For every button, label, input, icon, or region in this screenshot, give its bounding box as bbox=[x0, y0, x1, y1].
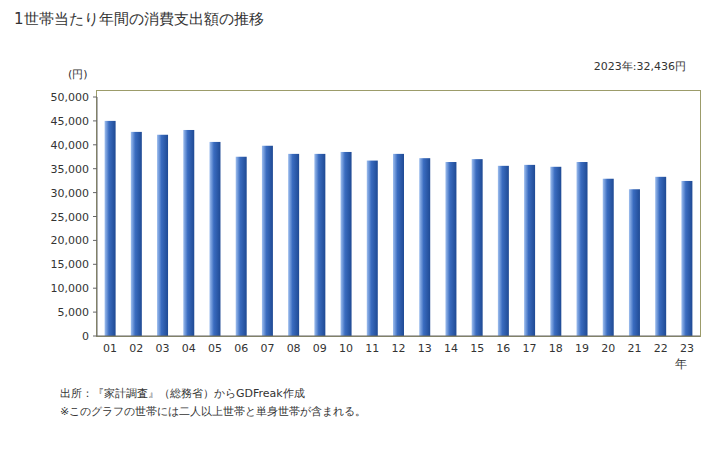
y-tick-label: 10,000 bbox=[51, 282, 90, 295]
bar bbox=[524, 165, 535, 336]
y-tick-label: 0 bbox=[82, 330, 89, 343]
bar bbox=[314, 154, 325, 336]
x-tick-label: 15 bbox=[470, 342, 484, 355]
chart: 1世帯当たり年間の消費支出額の推移 2023年:32,436円 (円) 年出所：『家計… bbox=[0, 0, 728, 450]
source: 出所：『家計調査』（総務省）からGDFreak作成 bbox=[60, 387, 305, 400]
bar bbox=[445, 162, 456, 336]
x-tick-label: 04 bbox=[182, 342, 196, 355]
x-tick-label: 21 bbox=[627, 342, 641, 355]
x-tick-label: 10 bbox=[339, 342, 353, 355]
y-tick-label: 45,000 bbox=[51, 115, 90, 128]
bar bbox=[183, 130, 194, 336]
x-tick-label: 08 bbox=[287, 342, 301, 355]
x-tick-label: 16 bbox=[496, 342, 510, 355]
bar bbox=[498, 166, 509, 336]
x-tick-label: 18 bbox=[549, 342, 563, 355]
x-tick-label: 20 bbox=[601, 342, 615, 355]
bar bbox=[262, 146, 273, 336]
bar bbox=[393, 154, 404, 336]
y-tick bbox=[93, 336, 97, 337]
y-axis-label: (円) bbox=[68, 68, 88, 81]
bars bbox=[105, 121, 693, 336]
x-tick-label: 05 bbox=[208, 342, 222, 355]
bar bbox=[629, 189, 640, 336]
x-tick-label: 13 bbox=[418, 342, 432, 355]
bar bbox=[341, 152, 352, 336]
x-tick-label: 01 bbox=[103, 342, 117, 355]
bar bbox=[236, 157, 247, 336]
bar bbox=[603, 179, 614, 336]
y-tick-label: 40,000 bbox=[51, 139, 90, 152]
bar bbox=[157, 135, 168, 336]
y-tick-label: 20,000 bbox=[51, 234, 90, 247]
y-tick bbox=[93, 120, 97, 121]
x-axis-label: 年 bbox=[675, 357, 687, 371]
bar bbox=[131, 132, 142, 336]
plot-frame bbox=[97, 91, 701, 337]
bar bbox=[209, 142, 220, 336]
y-tick bbox=[93, 264, 97, 265]
annotation: 2023年:32,436円 bbox=[594, 60, 686, 73]
x-tick-label: 14 bbox=[444, 342, 458, 355]
y-tick bbox=[93, 144, 97, 145]
x-tick-label: 03 bbox=[156, 342, 170, 355]
bar bbox=[550, 167, 561, 336]
x-tick-label: 17 bbox=[523, 342, 537, 355]
x-tick-label: 19 bbox=[575, 342, 589, 355]
x-tick-label: 09 bbox=[313, 342, 327, 355]
bar bbox=[655, 177, 666, 336]
title: 1世帯当たり年間の消費支出額の推移 bbox=[14, 10, 264, 28]
x-tick-label: 11 bbox=[365, 342, 379, 355]
y-tick bbox=[93, 216, 97, 217]
x-tick-label: 02 bbox=[129, 342, 143, 355]
note: ※このグラフの世帯には二人以上世帯と単身世帯が含まれる。 bbox=[60, 405, 366, 418]
y-tick bbox=[93, 97, 97, 98]
y-tick bbox=[93, 312, 97, 313]
x-tick-label: 12 bbox=[392, 342, 406, 355]
x-axis-line bbox=[97, 336, 700, 337]
bar bbox=[105, 121, 116, 336]
x-tick-label: 22 bbox=[654, 342, 668, 355]
bar bbox=[472, 159, 483, 336]
x-tick-label: 23 bbox=[680, 342, 694, 355]
y-tick-label: 50,000 bbox=[51, 91, 90, 104]
y-tick bbox=[93, 192, 97, 193]
y-tick-label: 35,000 bbox=[51, 163, 90, 176]
x-tick-label: 07 bbox=[260, 342, 274, 355]
y-tick-label: 15,000 bbox=[51, 258, 90, 271]
y-tick bbox=[93, 240, 97, 241]
y-tick-label: 25,000 bbox=[51, 211, 90, 224]
x-tick-label: 06 bbox=[234, 342, 248, 355]
bar bbox=[367, 161, 378, 336]
bar bbox=[288, 154, 299, 336]
bar bbox=[577, 162, 588, 336]
y-tick-label: 30,000 bbox=[51, 187, 90, 200]
y-tick bbox=[93, 168, 97, 169]
bar bbox=[681, 181, 692, 336]
y-tick bbox=[93, 288, 97, 289]
bar bbox=[419, 158, 430, 336]
y-tick-label: 5,000 bbox=[58, 306, 90, 319]
